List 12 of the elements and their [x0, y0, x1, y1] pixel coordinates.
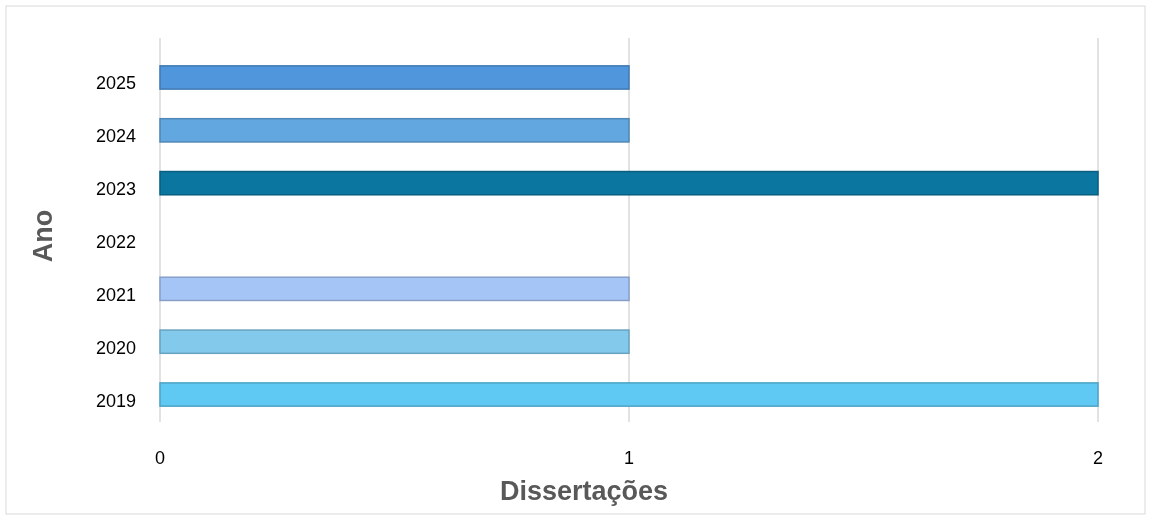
x-tick-label: 1 — [623, 448, 635, 468]
y-tick-label: 2020 — [95, 337, 136, 358]
y-tick-label: 2019 — [95, 390, 136, 411]
y-tick-label: 2022 — [95, 232, 136, 252]
y-tick-label: 2024 — [95, 126, 136, 147]
y-tick-label: 2025 — [95, 73, 136, 94]
x-axis-title: Dissertações — [499, 476, 669, 506]
y-axis-title: Ano — [28, 209, 58, 263]
x-tick-label: 0 — [154, 448, 166, 468]
y-tick-label: 2023 — [95, 179, 136, 200]
x-tick-label: 2 — [1092, 448, 1104, 468]
y-tick-label: 2021 — [95, 284, 136, 305]
